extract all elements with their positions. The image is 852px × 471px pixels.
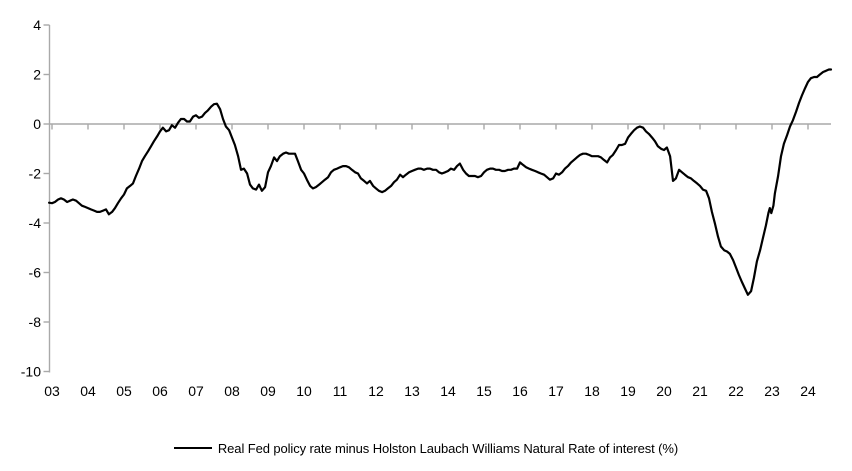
y-axis-tick-label: -10 <box>21 364 41 380</box>
line-chart-svg: 420-2-4-6-8-10 03 04 05 06 07 08 09 10 11 12 13 14 1… <box>21 17 833 399</box>
y-axis-tick-label: -2 <box>29 166 42 182</box>
x-axis-tick-label: 20 <box>656 383 672 399</box>
legend: Real Fed policy rate minus Holston Lauba… <box>0 436 852 460</box>
x-axis-tick-label: 11 <box>333 383 348 399</box>
y-axis-tick-label: -6 <box>29 265 42 281</box>
y-axis-tick-label: 4 <box>33 17 41 33</box>
x-axis-tick-label: 16 <box>512 383 528 399</box>
x-axis-tick-label: 21 <box>692 383 708 399</box>
x-axis-tick-label: 07 <box>188 383 204 399</box>
series-line <box>47 68 833 296</box>
x-axis-tick-label: 05 <box>116 383 132 399</box>
y-axis-tick-label: -8 <box>29 314 42 330</box>
x-axis-tick-label: 10 <box>296 383 312 399</box>
x-axis-tick-label: 04 <box>80 383 96 399</box>
y-axis-tick-label: -4 <box>29 215 42 231</box>
x-axis-tick-label: 14 <box>440 383 456 399</box>
x-axis-tick-label: 18 <box>584 383 600 399</box>
x-axis-tick-label: 15 <box>476 383 492 399</box>
data-line-series <box>47 68 833 296</box>
x-axis-tick-label: 17 <box>548 383 564 399</box>
x-axis-tick-label: 24 <box>800 383 816 399</box>
x-axis-tick-label: 23 <box>764 383 780 399</box>
x-axis-tick-label: 19 <box>620 383 636 399</box>
y-axis-tick-label: 2 <box>33 67 41 83</box>
x-axis-tick-label: 22 <box>728 383 744 399</box>
y-axis: 4 2 0 -2 -4 -6 -8 -10 <box>21 17 51 380</box>
x-axis-tick-label: 03 <box>44 383 60 399</box>
x-axis-tick-label: 06 <box>152 383 168 399</box>
legend-line-swatch <box>173 447 212 449</box>
x-axis-zero-line: 03 04 05 06 07 08 09 10 11 12 13 14 15 16 17 18 19 20 21 22… <box>44 123 831 399</box>
x-axis-tick-label: 09 <box>260 383 276 399</box>
y-axis-tick-label: 0 <box>33 116 41 132</box>
x-axis-tick-label: 12 <box>368 383 384 399</box>
x-axis-tick-label: 13 <box>404 383 420 399</box>
legend-label: Real Fed policy rate minus Holston Lauba… <box>217 440 679 456</box>
x-axis-tick-label: 08 <box>224 383 240 399</box>
